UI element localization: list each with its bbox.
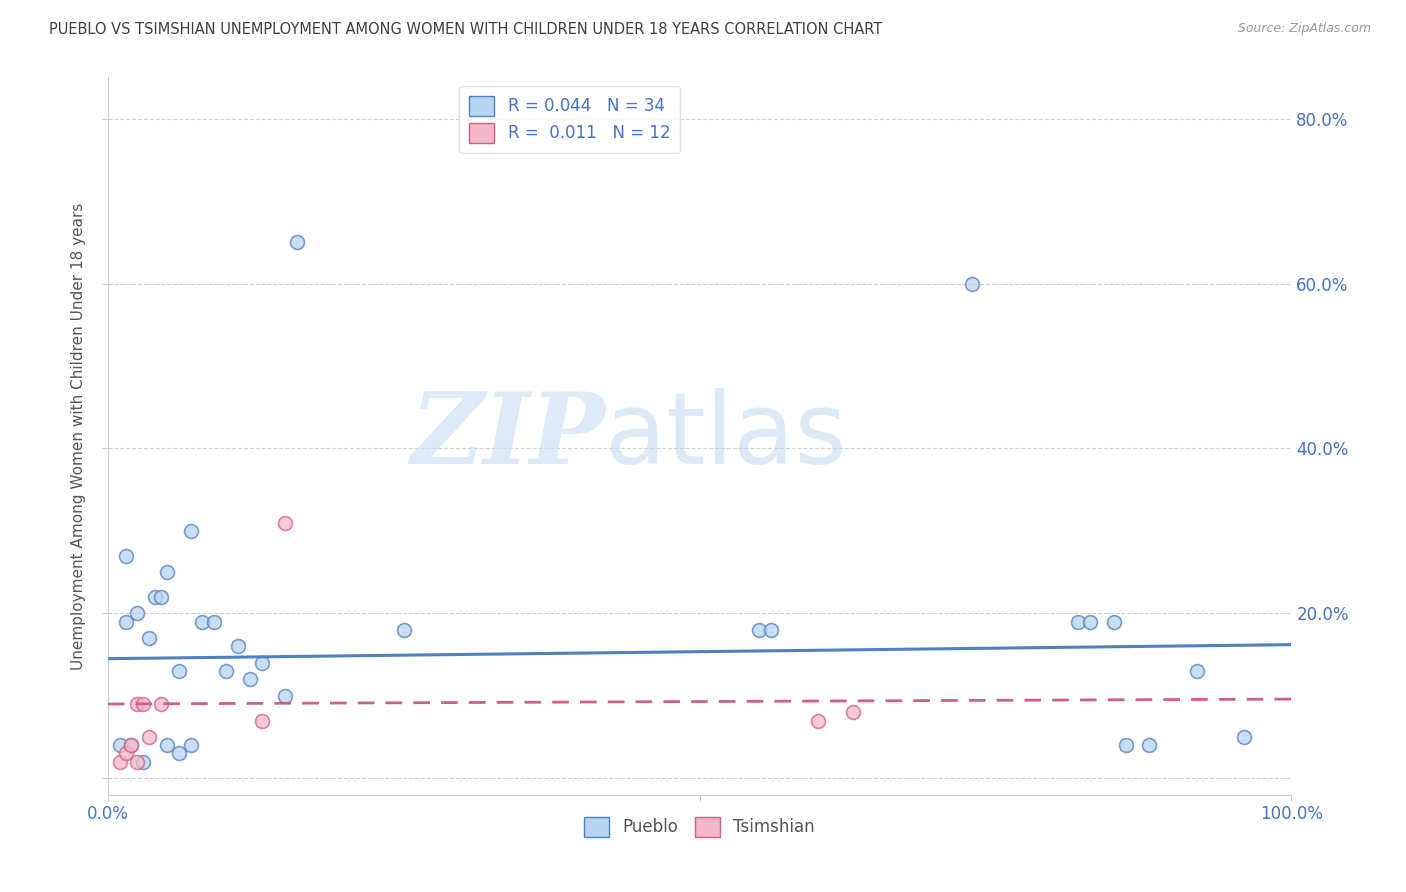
Point [138,730,160,744]
Point [274,516,297,530]
Point [1102,615,1125,629]
Point [132,697,155,711]
Point [138,631,160,645]
Point [239,673,262,687]
Point [150,590,173,604]
Point [150,697,173,711]
Point [167,664,190,678]
Point [167,747,190,761]
Point [215,664,238,678]
Point [1115,738,1137,752]
Point [120,738,142,752]
Point [143,590,166,604]
Point [759,623,782,637]
Text: PUEBLO VS TSIMSHIAN UNEMPLOYMENT AMONG WOMEN WITH CHILDREN UNDER 18 YEARS CORREL: PUEBLO VS TSIMSHIAN UNEMPLOYMENT AMONG W… [49,22,883,37]
Point [1233,730,1256,744]
Point [180,738,202,752]
Point [960,277,983,291]
Text: atlas: atlas [605,387,846,484]
Text: ZIP: ZIP [411,388,605,484]
Point [1185,664,1208,678]
Point [202,615,225,629]
Point [120,738,142,752]
Point [807,714,830,728]
Point [392,623,415,637]
Point [250,656,273,670]
Y-axis label: Unemployment Among Women with Children Under 18 years: Unemployment Among Women with Children U… [72,202,86,670]
Point [250,714,273,728]
Point [114,615,136,629]
Point [127,697,149,711]
Point [191,615,214,629]
Point [114,549,136,563]
Point [1078,615,1101,629]
Point [127,755,149,769]
Point [285,235,308,250]
Point [842,705,865,719]
Point [132,755,155,769]
Point [108,738,131,752]
Point [226,640,249,654]
Point [127,607,149,621]
Point [108,755,131,769]
Point [274,689,297,703]
Point [156,565,179,579]
Point [180,524,202,538]
Point [114,747,136,761]
Point [1139,738,1161,752]
Point [156,738,179,752]
Point [748,623,770,637]
Legend: Pueblo, Tsimshian: Pueblo, Tsimshian [578,810,821,844]
Text: Source: ZipAtlas.com: Source: ZipAtlas.com [1237,22,1371,36]
Point [1067,615,1090,629]
